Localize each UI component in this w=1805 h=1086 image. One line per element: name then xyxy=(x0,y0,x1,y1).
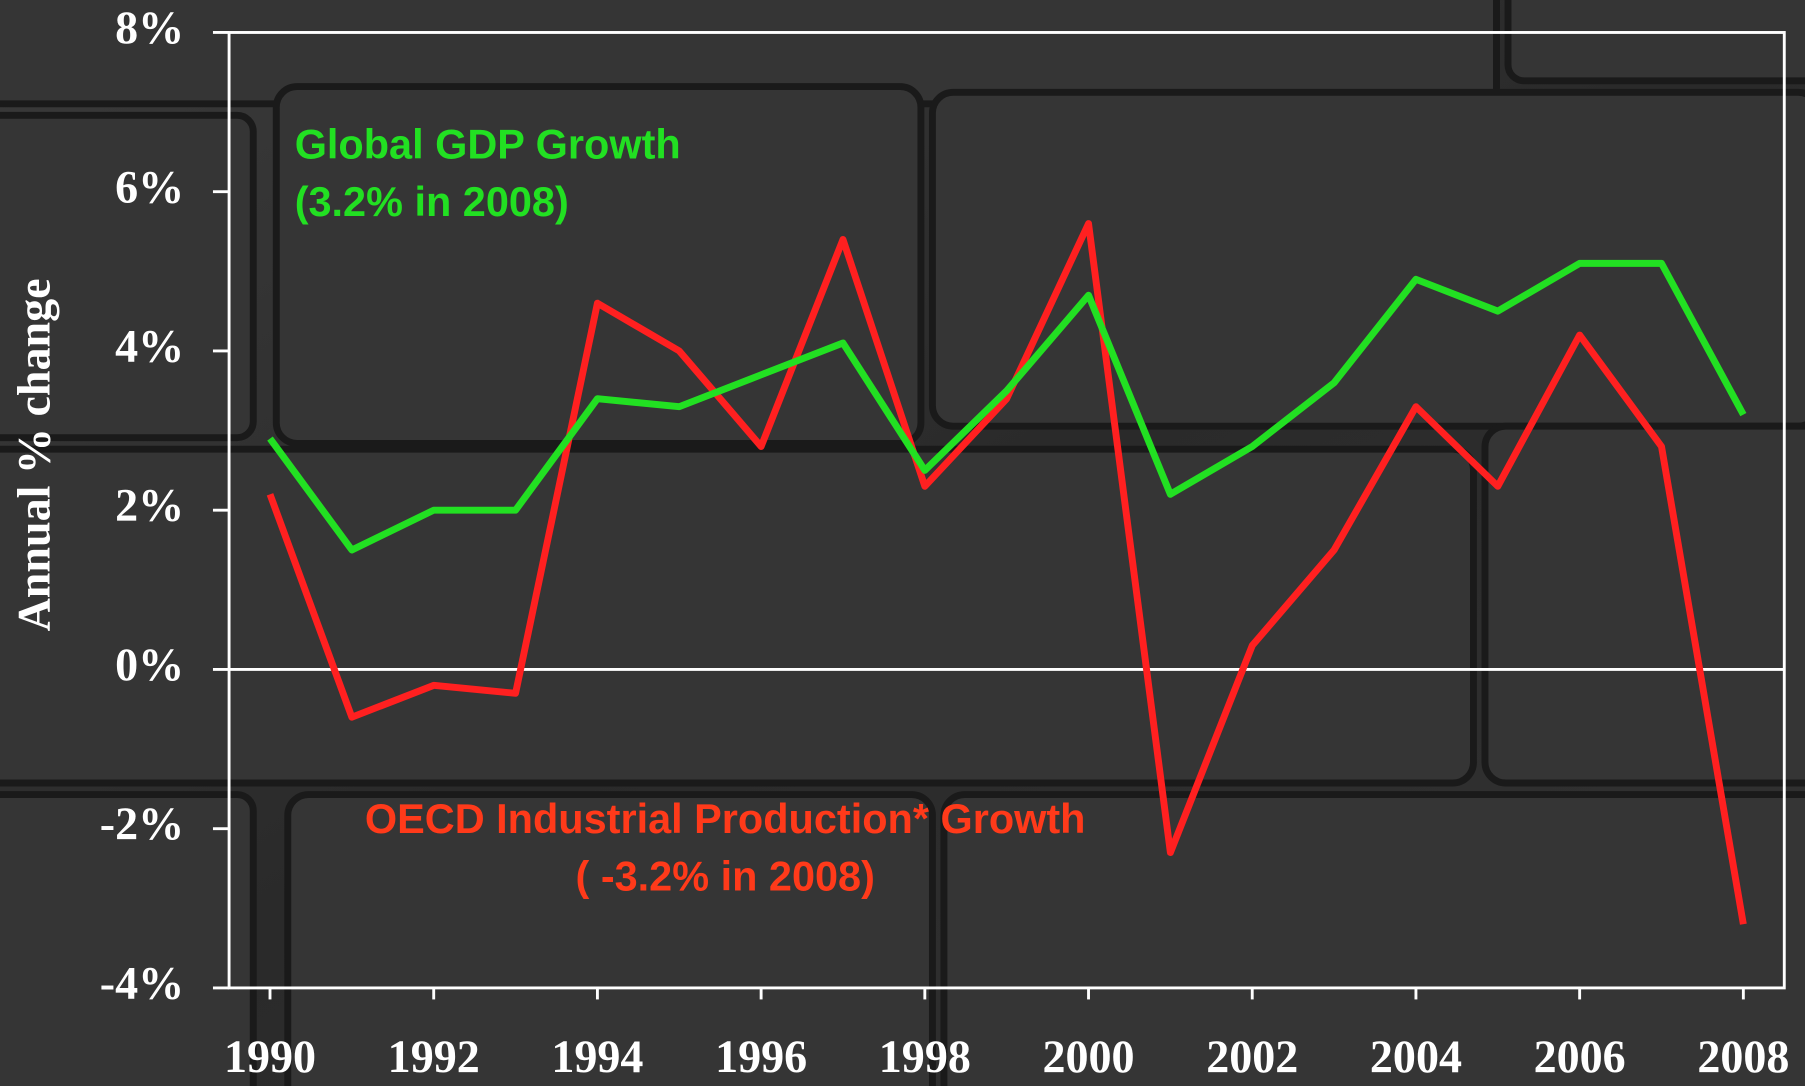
x-tick-label: 2004 xyxy=(1370,1031,1462,1082)
x-tick-label: 1990 xyxy=(224,1031,316,1082)
series-label: Global GDP Growth xyxy=(295,121,681,168)
y-tick-label: -4% xyxy=(100,957,184,1008)
series-line xyxy=(266,220,1747,925)
annotation: ( -3.2% in 2008) xyxy=(576,853,875,900)
x-tick-label: 1996 xyxy=(715,1031,807,1082)
x-tick-label: 2000 xyxy=(1043,1031,1135,1082)
y-tick-label: 4% xyxy=(115,321,184,372)
y-tick-label: 6% xyxy=(115,161,184,212)
x-tick-label: 1998 xyxy=(879,1031,971,1082)
series-line xyxy=(267,259,1747,554)
series-label: OECD Industrial Production* Growth xyxy=(365,795,1086,842)
y-tick-label: 2% xyxy=(115,480,184,531)
y-tick-label: -2% xyxy=(100,798,184,849)
annotation: (3.2% in 2008) xyxy=(295,178,569,225)
y-axis-label: Annual % change xyxy=(9,278,60,631)
x-tick-label: 1992 xyxy=(388,1031,480,1082)
x-tick-label: 2006 xyxy=(1534,1031,1626,1082)
y-tick-label: 0% xyxy=(115,639,184,690)
x-tick-label: 1994 xyxy=(551,1031,643,1082)
x-tick-label: 2002 xyxy=(1206,1031,1298,1082)
y-tick-label: 8% xyxy=(115,2,184,53)
x-tick-label: 2008 xyxy=(1697,1031,1789,1082)
